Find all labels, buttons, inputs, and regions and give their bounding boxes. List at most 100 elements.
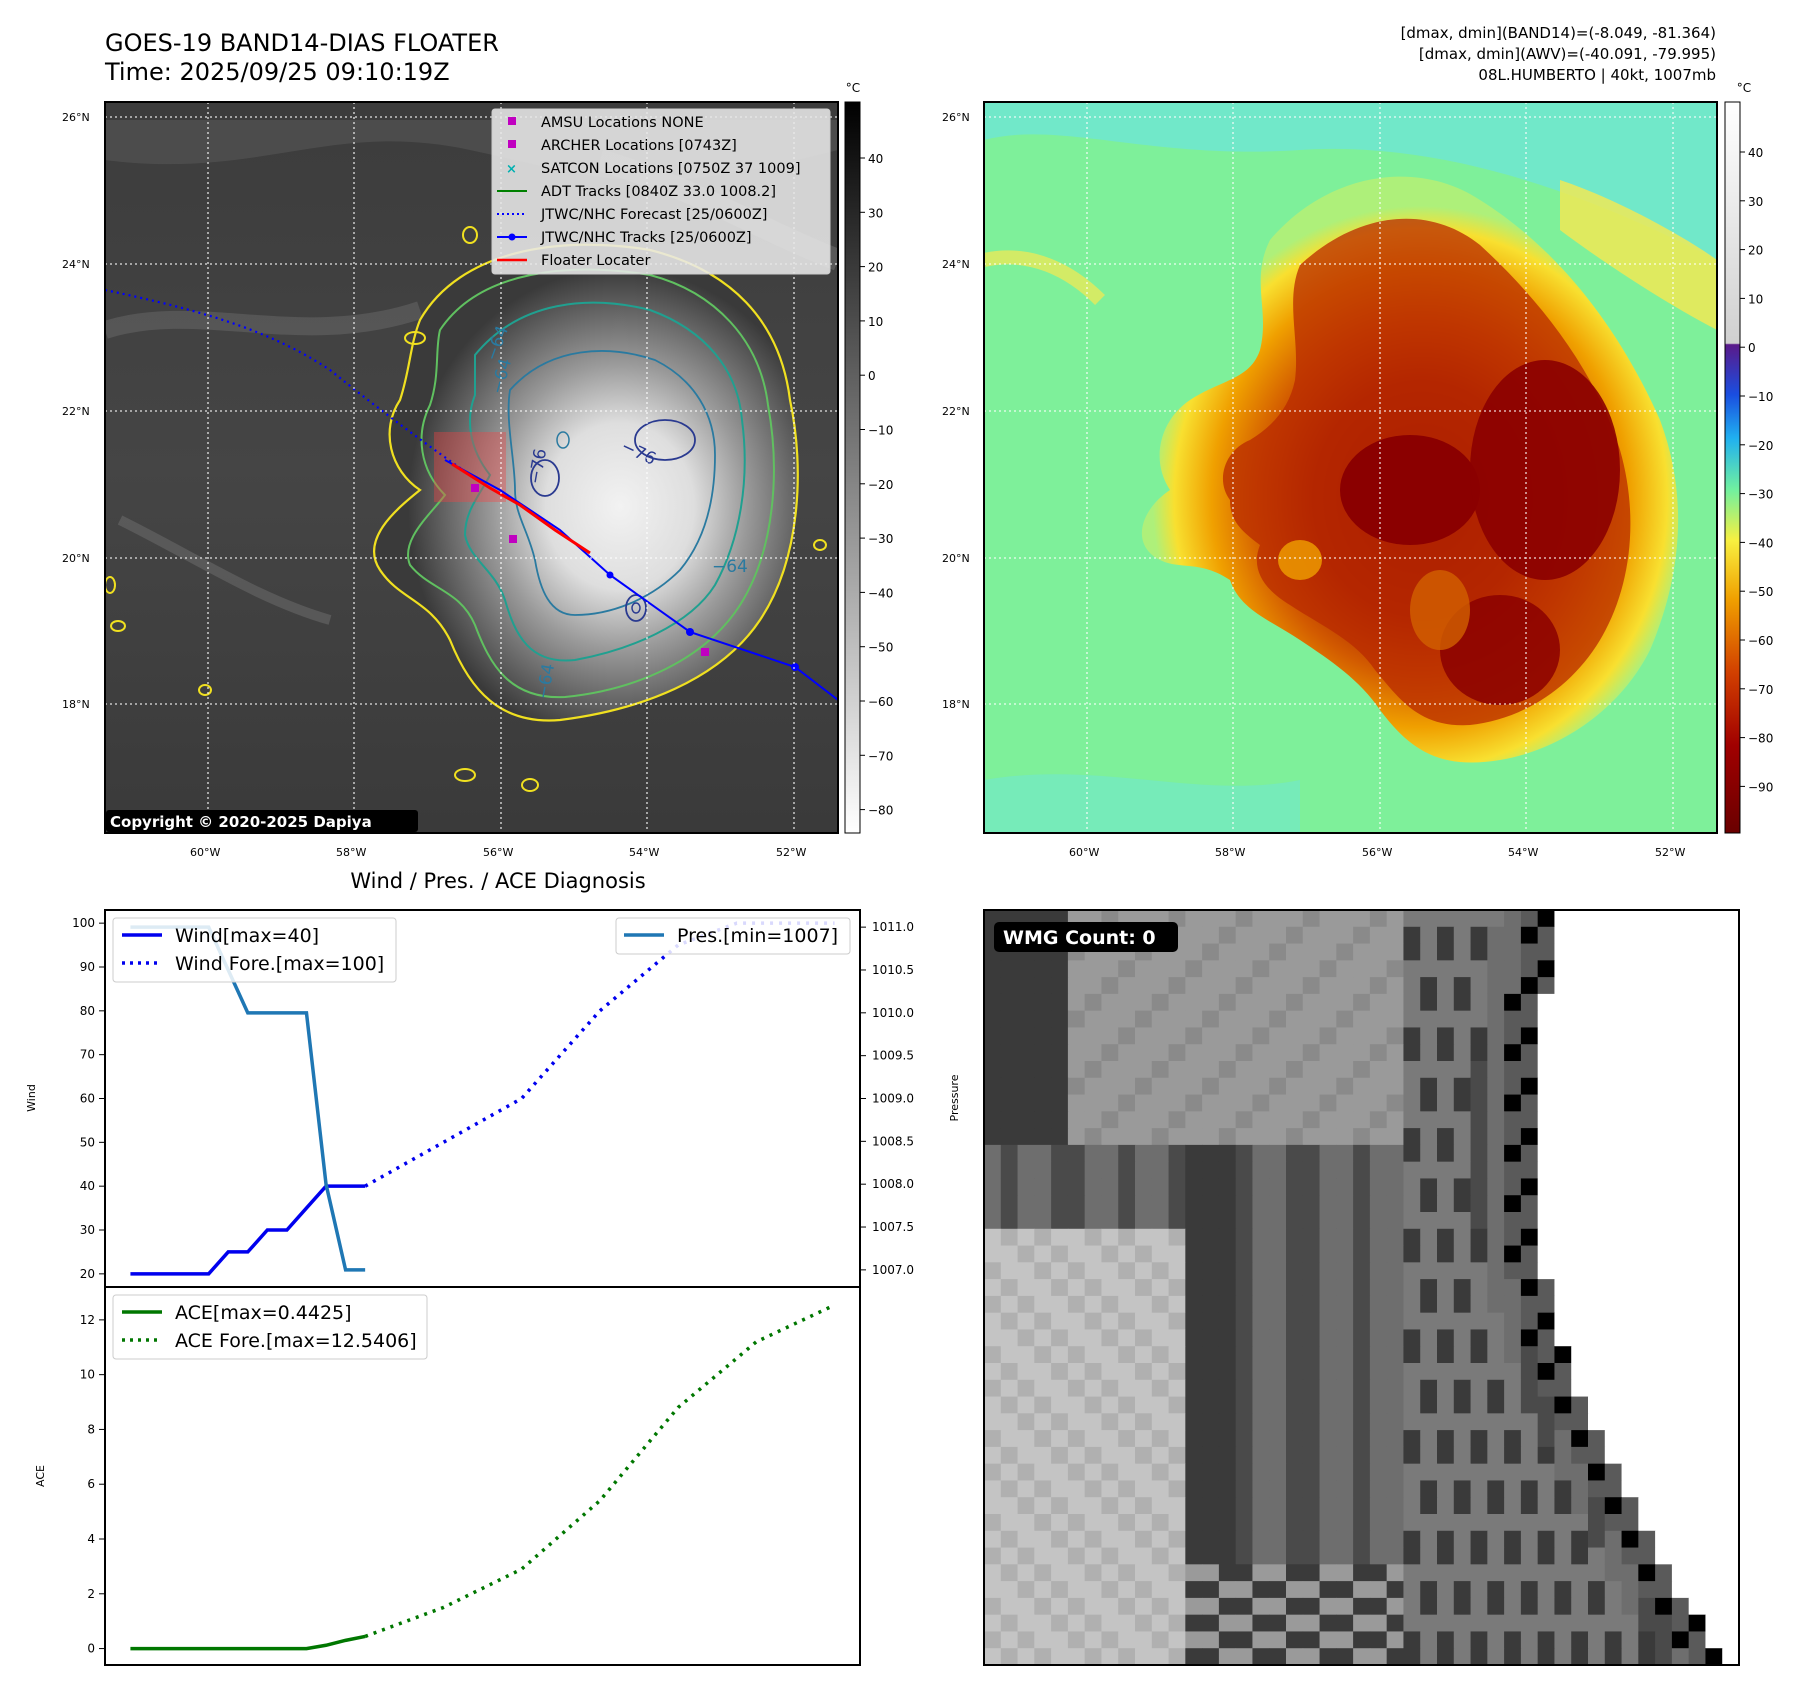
forecast-track (105, 288, 471, 476)
svg-text:Pres.[min=1007]: Pres.[min=1007] (677, 925, 838, 947)
svg-text:24°N: 24°N (942, 258, 970, 271)
wind-tick-label: 20 (80, 1267, 95, 1281)
info-line-2: [dmax, dmin](AWV)=(-40.091, -79.995) (1419, 45, 1716, 63)
colorbar-tick-label: 20 (1748, 244, 1763, 258)
svg-text:56°W: 56°W (483, 846, 513, 859)
svg-text:AMSU Locations NONE: AMSU Locations NONE (541, 115, 704, 131)
svg-text:18°N: 18°N (942, 698, 970, 711)
wind-tick-label: 70 (80, 1048, 95, 1062)
colorbar-tick-label: −30 (868, 532, 893, 546)
svg-text:ACE Fore.[max=12.5406]: ACE Fore.[max=12.5406] (175, 1330, 417, 1352)
colorbar-tick-label: −90 (1748, 780, 1773, 794)
copyright: Copyright © 2020-2025 Dapiya (110, 813, 372, 831)
svg-text:SATCON Locations [0750Z 37 100: SATCON Locations [0750Z 37 1009] (541, 161, 800, 177)
colorbar-tick-label: 10 (868, 315, 883, 329)
ace-tick-label: 2 (87, 1587, 95, 1601)
pressure-tick-label: 1010.0 (872, 1006, 914, 1020)
colorbar-tick-label: −20 (868, 478, 893, 492)
ace-tick-label: 10 (80, 1368, 95, 1382)
map2-axis-labels: 26°N 24°N 22°N 20°N 18°N 60°W 58°W 56°W … (942, 111, 1685, 859)
colorbar-tick-label: −40 (868, 586, 893, 600)
ace-tick-label: 0 (87, 1642, 95, 1656)
ir-map-panel: GOES-19 BAND14-DIAS FLOATER Time: 2025/0… (62, 29, 893, 859)
ir-colorbar: °C 40 30 20 10 0 −10 −20 −30 −40 −50 −60 −70 −80 (844, 81, 893, 834)
ace-tick-label: 8 (87, 1422, 95, 1436)
pressure-tick-label: 1007.5 (872, 1220, 914, 1234)
svg-text:22°N: 22°N (942, 405, 970, 418)
svg-text:26°N: 26°N (942, 111, 970, 124)
svg-text:×: × (506, 162, 517, 177)
diagnosis-chart: Wind / Pres. / ACE Diagnosis Wind Pressu… (25, 869, 961, 1666)
svg-text:22°N: 22°N (62, 405, 90, 418)
colorbar-tick-label: 30 (1748, 195, 1763, 209)
wmg-pixel-grid (984, 910, 1740, 1666)
svg-text:20°N: 20°N (942, 552, 970, 565)
svg-text:24°N: 24°N (62, 258, 90, 271)
svg-text:58°W: 58°W (1215, 846, 1245, 859)
svg-text:52°W: 52°W (1655, 846, 1685, 859)
wind-tick-label: 30 (80, 1223, 95, 1237)
svg-text:ADT Tracks [0840Z 33.0 1008.2]: ADT Tracks [0840Z 33.0 1008.2] (541, 184, 776, 200)
colorbar-tick-label: −20 (1748, 439, 1773, 453)
svg-text:52°W: 52°W (776, 846, 806, 859)
series-line-ace (130, 1634, 366, 1651)
map1-axis-labels: 26°N 24°N 22°N 20°N 18°N 60°W 58°W 56°W … (62, 111, 806, 859)
wind-legend: Wind[max=40] Wind Fore.[max=100] (112, 917, 397, 983)
svg-text:JTWC/NHC Tracks [25/0600Z]: JTWC/NHC Tracks [25/0600Z] (540, 230, 752, 246)
svg-text:60°W: 60°W (1069, 846, 1099, 859)
map-legend: AMSU Locations NONE ARCHER Locations [07… (491, 108, 831, 275)
wmg-panel: WMG Count: 0 (983, 909, 1740, 1666)
colorbar-tick-label: −50 (1748, 585, 1773, 599)
pressure-tick-label: 1008.5 (872, 1134, 914, 1148)
svg-text:ACE[max=0.4425]: ACE[max=0.4425] (175, 1302, 352, 1324)
enhanced-colorbar: °C 40 30 20 10 0 −10 −20 −30 −40 −50 −60 −70 −80 −90 (1724, 81, 1773, 834)
svg-text:26°N: 26°N (62, 111, 90, 124)
series-line-ace-fore- (364, 1303, 836, 1639)
colorbar-tick-label: −80 (868, 804, 893, 818)
svg-text:JTWC/NHC Forecast [25/0600Z]: JTWC/NHC Forecast [25/0600Z] (540, 207, 767, 223)
svg-text:°C: °C (846, 81, 860, 95)
pressure-legend: Pres.[min=1007] (615, 917, 851, 955)
pressure-ylabel: Pressure (948, 1074, 961, 1121)
svg-text:20°N: 20°N (62, 552, 90, 565)
colorbar-tick-label: 10 (1748, 292, 1763, 306)
wind-tick-label: 40 (80, 1179, 95, 1193)
contour-label: −64 (712, 557, 748, 577)
map-time: Time: 2025/09/25 09:10:19Z (104, 58, 450, 86)
colorbar-tick-label: 40 (868, 152, 883, 166)
pressure-tick-label: 1008.0 (872, 1177, 914, 1191)
svg-text:Wind[max=40]: Wind[max=40] (175, 925, 319, 947)
wind-tick-label: 80 (80, 1004, 95, 1018)
colorbar-tick-label: 20 (868, 261, 883, 275)
colorbar-tick-label: −10 (868, 424, 893, 438)
wind-tick-label: 100 (72, 916, 95, 930)
ace-tick-label: 12 (80, 1313, 95, 1327)
wmg-badge (994, 922, 1178, 952)
info-line-1: [dmax, dmin](BAND14)=(-8.049, -81.364) (1401, 24, 1716, 42)
svg-text:°C: °C (1737, 81, 1751, 95)
enhanced-imagery (984, 102, 1717, 833)
map-title: GOES-19 BAND14-DIAS FLOATER (105, 29, 499, 57)
svg-text:ARCHER Locations [0743Z]: ARCHER Locations [0743Z] (541, 138, 737, 154)
wind-tick-label: 90 (80, 960, 95, 974)
colorbar-tick-label: −70 (1748, 683, 1773, 697)
map2-gridlines (984, 102, 1717, 833)
colorbar-tick-label: 40 (1748, 146, 1763, 160)
colorbar-tick-label: 0 (1748, 341, 1756, 355)
colorbar-tick-label: 30 (868, 206, 883, 220)
wind-ylabel: Wind (25, 1084, 38, 1112)
ace-ylabel: ACE (34, 1465, 47, 1487)
ace-legend: ACE[max=0.4425] ACE Fore.[max=12.5406] (112, 1294, 428, 1360)
svg-text:60°W: 60°W (190, 846, 220, 859)
svg-text:56°W: 56°W (1362, 846, 1392, 859)
colorbar-tick-label: 0 (868, 369, 876, 383)
ace-tick-label: 4 (87, 1532, 95, 1546)
colorbar-tick-label: −80 (1748, 732, 1773, 746)
svg-text:18°N: 18°N (62, 698, 90, 711)
archer-marker (471, 484, 479, 492)
info-line-3: 08L.HUMBERTO | 40kt, 1007mb (1478, 66, 1716, 84)
floater-track (451, 462, 591, 555)
svg-text:Floater Locater: Floater Locater (541, 253, 650, 269)
wind-tick-label: 60 (80, 1092, 95, 1106)
